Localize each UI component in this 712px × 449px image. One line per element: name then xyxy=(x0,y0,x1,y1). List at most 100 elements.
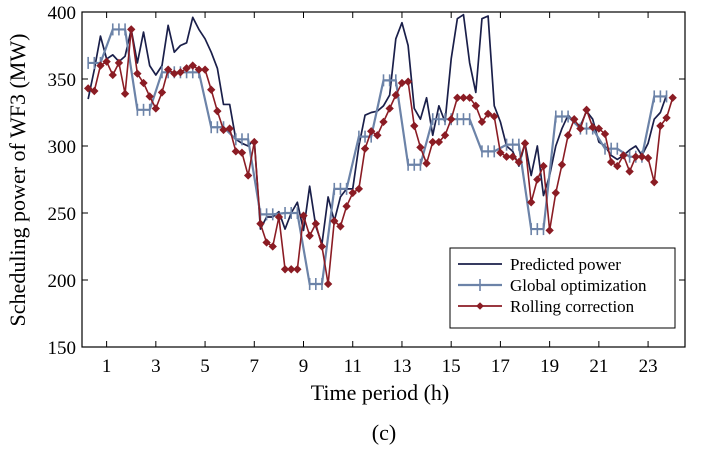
rolling-correction-marker xyxy=(299,211,308,220)
rolling-correction-marker xyxy=(256,219,265,228)
legend-global-optimization-label: Global optimization xyxy=(510,276,647,295)
rolling-correction-marker xyxy=(367,127,376,136)
rolling-correction-marker xyxy=(207,85,216,94)
rolling-correction-marker xyxy=(311,219,320,228)
rolling-correction-marker xyxy=(459,93,468,102)
rolling-correction-marker xyxy=(533,175,542,184)
rolling-correction-marker xyxy=(613,161,622,171)
rolling-correction-marker xyxy=(373,131,382,140)
rolling-correction-marker xyxy=(323,279,333,289)
rolling-correction-marker xyxy=(576,124,585,133)
rolling-correction-marker xyxy=(545,226,554,235)
rolling-correction-marker xyxy=(348,188,357,198)
rolling-correction-marker xyxy=(120,89,130,98)
rolling-correction-marker xyxy=(477,117,487,127)
x-tick-label: 5 xyxy=(200,356,210,377)
rolling-correction-marker xyxy=(243,171,253,180)
x-tick-label: 17 xyxy=(491,356,510,377)
legend-rolling-correction-marker xyxy=(476,302,484,310)
rolling-correction-marker xyxy=(330,216,339,226)
rolling-correction-marker xyxy=(631,152,640,161)
rolling-correction-marker xyxy=(268,242,277,251)
rolling-correction-marker xyxy=(625,167,634,176)
rolling-correction-marker xyxy=(213,106,222,116)
rolling-correction-marker xyxy=(194,65,204,74)
x-axis-title: Time period (h) xyxy=(311,380,450,405)
rolling-correction-marker xyxy=(336,222,345,231)
plot-frame xyxy=(81,11,686,348)
rolling-correction-marker xyxy=(588,123,597,132)
legend-box xyxy=(449,247,676,329)
rolling-correction-marker xyxy=(90,86,99,96)
rolling-correction-marker xyxy=(102,57,111,66)
rolling-correction-marker xyxy=(594,124,604,133)
rolling-correction-marker xyxy=(127,25,136,34)
rolling-correction-marker xyxy=(453,93,462,102)
x-tick-label: 9 xyxy=(299,356,309,377)
rolling-correction-marker xyxy=(502,152,511,161)
rolling-correction-marker xyxy=(656,121,665,131)
rolling-correction-marker xyxy=(114,58,124,68)
rolling-correction-marker xyxy=(225,124,234,133)
rolling-correction-marker xyxy=(447,115,456,124)
rolling-correction-marker xyxy=(151,104,161,113)
rolling-correction-marker xyxy=(563,131,573,140)
rolling-correction-marker xyxy=(280,265,290,274)
rolling-correction-marker xyxy=(514,157,524,167)
x-tick-label: 19 xyxy=(540,356,559,377)
rolling-correction-marker xyxy=(163,65,173,74)
rolling-correction-marker xyxy=(354,184,364,194)
y-tick-label: 250 xyxy=(48,204,77,225)
rolling-correction-marker xyxy=(416,143,425,152)
rolling-correction-marker xyxy=(188,61,197,70)
rolling-correction-marker xyxy=(650,178,659,187)
rolling-correction-marker xyxy=(108,70,117,80)
legend-rolling-correction-label: Rolling correction xyxy=(510,297,635,316)
rolling-correction-marker xyxy=(440,131,450,140)
rolling-correction-marker xyxy=(662,113,671,123)
rolling-correction-marker xyxy=(606,157,616,167)
rolling-correction-marker xyxy=(83,84,93,93)
rolling-correction-marker xyxy=(434,137,444,147)
rolling-correction-marker xyxy=(422,159,431,168)
rolling-correction-marker xyxy=(317,242,327,251)
x-tick-label: 21 xyxy=(589,356,608,377)
rolling-correction-marker xyxy=(145,92,154,101)
rolling-correction-marker xyxy=(231,147,240,156)
rolling-correction-marker xyxy=(637,152,647,161)
y-tick-label: 200 xyxy=(48,271,77,292)
rolling-correction-marker xyxy=(582,105,591,114)
rolling-correction-marker xyxy=(539,161,548,171)
rolling-correction-marker xyxy=(96,61,105,70)
x-tick-label: 15 xyxy=(442,356,461,377)
rolling-correction-marker xyxy=(465,93,474,102)
x-tick-label: 23 xyxy=(639,356,658,377)
rolling-correction-marker xyxy=(483,109,493,119)
rolling-correction-marker xyxy=(490,112,499,121)
rolling-correction-marker xyxy=(520,139,530,148)
rolling-correction-marker xyxy=(643,153,653,163)
rolling-correction-marker xyxy=(385,104,394,113)
rolling-correction-marker xyxy=(668,93,677,102)
y-axis-title: Scheduling power of WF3 (MW) xyxy=(5,34,30,327)
y-tick-label: 350 xyxy=(48,70,77,91)
rolling-correction-marker xyxy=(619,151,628,160)
rolling-correction-marker xyxy=(379,117,388,127)
rolling-correction-marker xyxy=(570,115,579,124)
x-tick-label: 3 xyxy=(151,356,161,377)
rolling-correction-marker xyxy=(176,68,185,77)
rolling-correction-marker xyxy=(527,198,536,207)
x-tick-label: 11 xyxy=(344,356,362,377)
x-tick-label: 7 xyxy=(250,356,260,377)
y-tick-label: 150 xyxy=(48,338,77,359)
rolling-correction-marker xyxy=(237,148,247,157)
legend: Predicted power Global optimization Rollin… xyxy=(449,247,676,329)
y-tick-label: 400 xyxy=(48,3,77,24)
x-tick-label: 1 xyxy=(102,356,112,377)
y-tick-label: 300 xyxy=(48,137,77,158)
rolling-correction-marker xyxy=(274,212,284,222)
x-tick-label: 13 xyxy=(392,356,411,377)
rolling-correction-marker xyxy=(157,88,167,97)
